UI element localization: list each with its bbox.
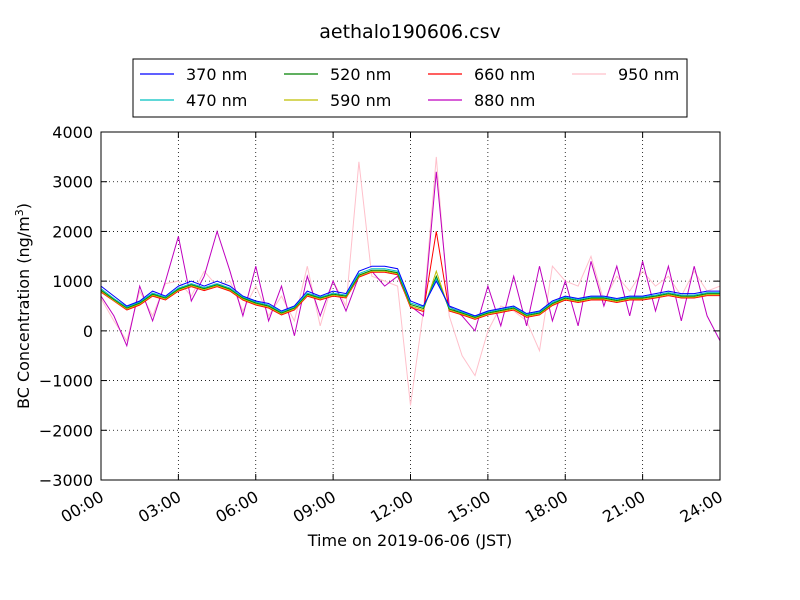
series-line bbox=[101, 269, 720, 318]
y-tick-label: 3000 bbox=[52, 173, 93, 192]
y-tick-label: −3000 bbox=[39, 471, 93, 490]
y-axis-label-main: BC Concentration (ng/m bbox=[14, 216, 33, 409]
chart-title: aethalo190606.csv bbox=[319, 21, 501, 43]
axis-ticks bbox=[100, 131, 721, 481]
y-tick-label: −1000 bbox=[39, 372, 93, 391]
y-tick-label: 4000 bbox=[52, 123, 93, 142]
legend-label: 520 nm bbox=[330, 65, 391, 84]
y-axis-label-superscript: 3 bbox=[13, 209, 26, 216]
series-line bbox=[101, 265, 720, 317]
y-tick-label: 0 bbox=[83, 322, 93, 341]
legend-label: 950 nm bbox=[618, 65, 679, 84]
y-tick-label: −2000 bbox=[39, 421, 93, 440]
series-line bbox=[101, 156, 720, 406]
legend-label: 880 nm bbox=[474, 91, 535, 110]
series-line bbox=[101, 268, 720, 317]
y-axis-label: BC Concentration (ng/m3) bbox=[13, 203, 33, 409]
legend-box bbox=[132, 58, 688, 118]
series-line bbox=[101, 231, 720, 320]
series-lines bbox=[101, 156, 720, 406]
y-axis-label-close: ) bbox=[14, 203, 33, 209]
series-line bbox=[101, 269, 720, 319]
legend-label: 370 nm bbox=[186, 65, 247, 84]
legend-label: 470 nm bbox=[186, 91, 247, 110]
legend-label: 660 nm bbox=[474, 65, 535, 84]
plot-area bbox=[101, 156, 720, 406]
y-tick-label: 2000 bbox=[52, 222, 93, 241]
legend: 370 nm 470 nm 520 nm 590 nm 660 nm 880 nm 950 … bbox=[132, 58, 688, 118]
legend-label: 590 nm bbox=[330, 91, 391, 110]
x-axis-label: Time on 2019-06-06 (JST) bbox=[307, 531, 512, 550]
y-tick-label: 1000 bbox=[52, 272, 93, 291]
y-tick-labels: 4000 3000 2000 1000 0 −1000 −2000 −3000 bbox=[39, 123, 93, 490]
